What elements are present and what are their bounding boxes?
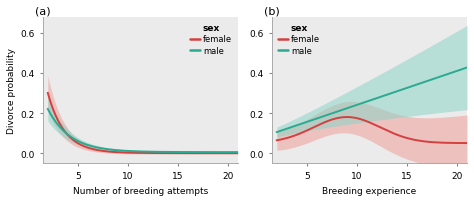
X-axis label: Breeding experience: Breeding experience: [322, 186, 417, 195]
Legend: female, male: female, male: [188, 22, 234, 58]
Legend: female, male: female, male: [276, 22, 322, 58]
Y-axis label: Divorce probability: Divorce probability: [7, 48, 16, 133]
Text: (a): (a): [35, 7, 51, 17]
Text: (b): (b): [264, 7, 280, 17]
X-axis label: Number of breeding attempts: Number of breeding attempts: [73, 186, 208, 195]
